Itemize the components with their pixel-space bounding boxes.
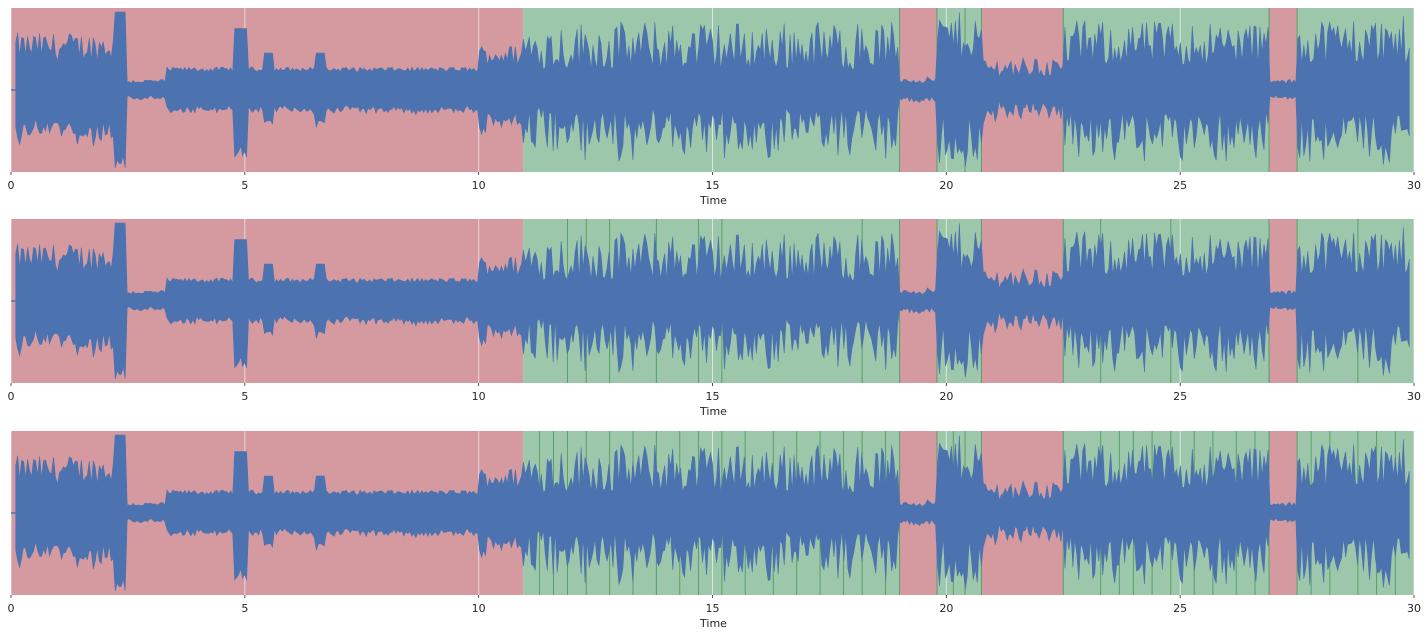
x-tick-label-4: 15 — [706, 602, 720, 615]
x-tick-label-6: 25 — [1173, 602, 1187, 615]
x-tick-label-5: 20 — [939, 179, 953, 192]
x-tick-label-2: 5 — [241, 602, 248, 615]
x-tick-label-3: 10 — [472, 602, 486, 615]
x-tick-label-5: 20 — [939, 390, 953, 403]
x-axis-label: Time — [699, 194, 727, 207]
chart-panel-3: 0 5 10 15 20 25 30 Time — [8, 431, 1421, 630]
x-tick-label-4: 15 — [706, 179, 720, 192]
x-tick-label-3: 10 — [472, 179, 486, 192]
x-tick-label-7: 30 — [1407, 179, 1421, 192]
x-tick-label-2: 5 — [241, 179, 248, 192]
x-tick-label-4: 15 — [706, 390, 720, 403]
x-tick-label-3: 10 — [472, 390, 486, 403]
x-tick-label-7: 30 — [1407, 602, 1421, 615]
x-tick-label-7: 30 — [1407, 390, 1421, 403]
x-tick-label-1: 0 — [8, 179, 15, 192]
chart-panel-1: 0 5 10 15 20 25 30 Time — [8, 8, 1421, 207]
waveform-series — [15, 222, 1410, 379]
x-tick-label-1: 0 — [8, 390, 15, 403]
x-tick-label-6: 25 — [1173, 179, 1187, 192]
waveform-series — [15, 434, 1410, 591]
waveform-series — [15, 11, 1410, 168]
x-axis-label: Time — [699, 617, 727, 630]
x-axis-label: Time — [699, 405, 727, 418]
chart-panel-2: 0 5 10 15 20 25 30 Time — [8, 219, 1421, 418]
x-tick-label-1: 0 — [8, 602, 15, 615]
x-tick-label-6: 25 — [1173, 390, 1187, 403]
x-tick-label-5: 20 — [939, 602, 953, 615]
x-tick-label-2: 5 — [241, 390, 248, 403]
